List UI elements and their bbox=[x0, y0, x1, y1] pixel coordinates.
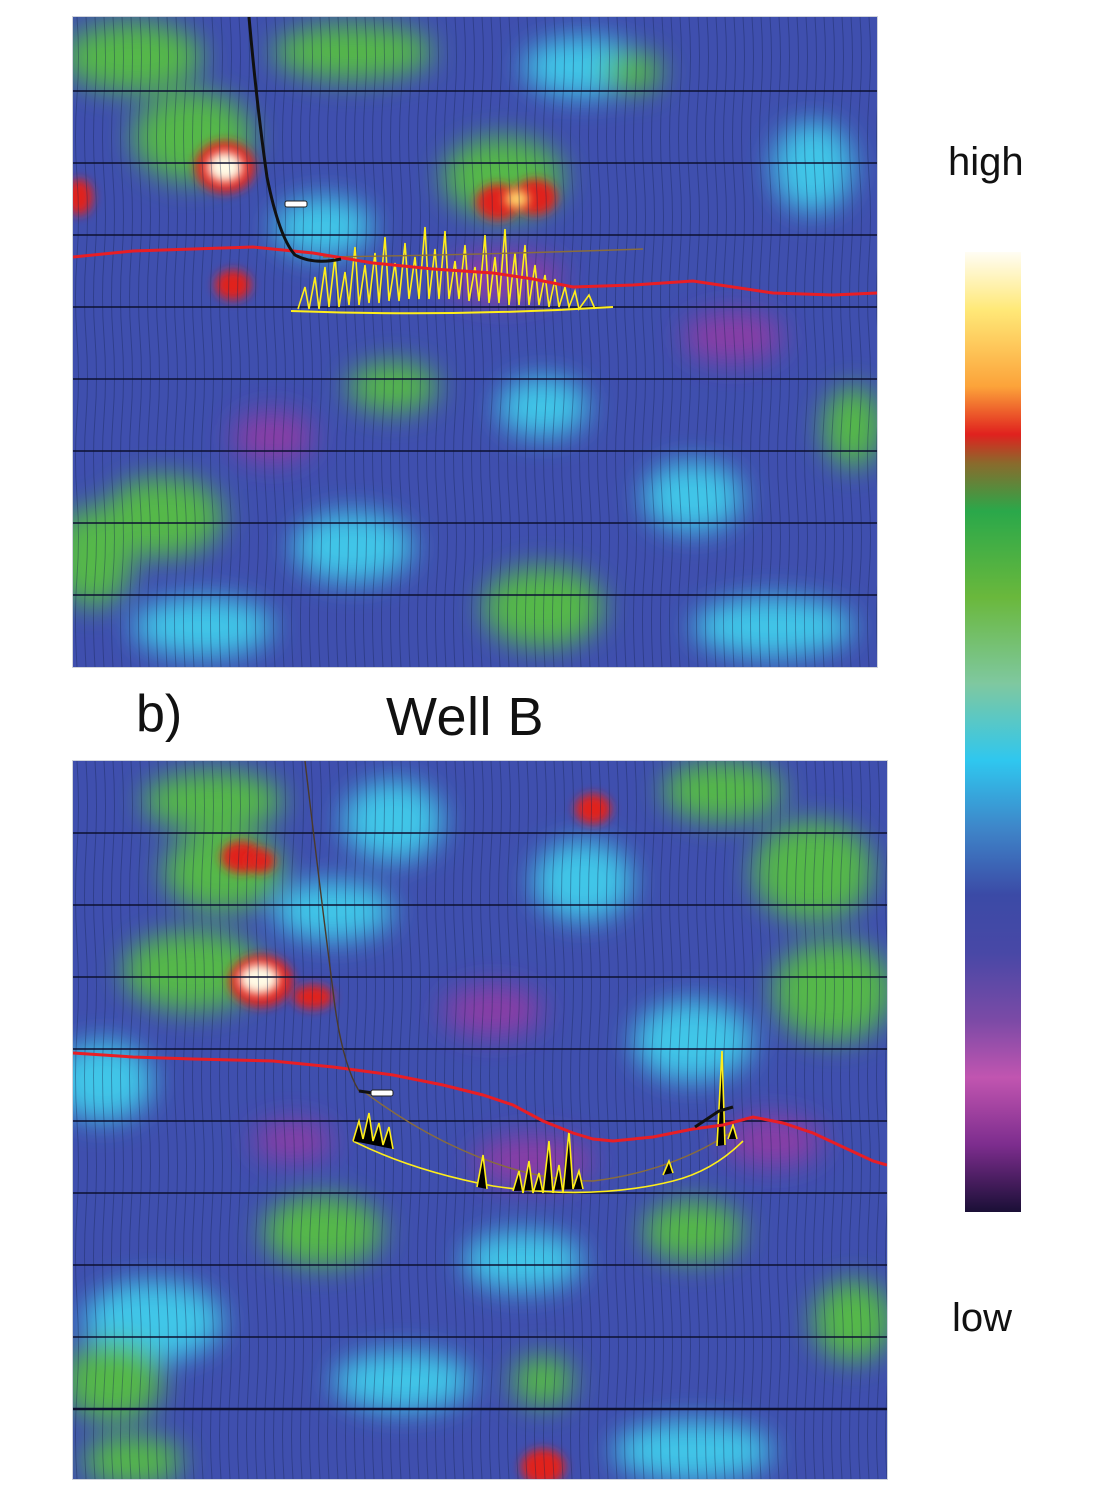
seismic-image-a bbox=[73, 17, 877, 667]
colorbar-low-label: low bbox=[952, 1296, 1013, 1340]
grid-lines-b bbox=[73, 832, 887, 1411]
grid-lines-a bbox=[73, 90, 877, 596]
well-toe-b bbox=[694, 1105, 734, 1129]
microseismic-events-b bbox=[352, 1050, 738, 1194]
event-trend-b bbox=[352, 1140, 744, 1194]
well-path-b bbox=[304, 761, 360, 1092]
panel-b-letter: b) bbox=[136, 685, 183, 743]
panel-b-title: Well B bbox=[386, 687, 545, 747]
horizon-line-b bbox=[73, 1051, 887, 1167]
seismic-section-b bbox=[72, 760, 888, 1480]
horizon-line-a bbox=[73, 245, 877, 297]
well-marker-b bbox=[370, 1089, 394, 1097]
colorbar-high-label: high bbox=[948, 140, 1024, 184]
colorbar-gradient bbox=[965, 252, 1021, 1212]
planned-trajectory-a bbox=[322, 248, 644, 258]
seismic-section-a bbox=[72, 16, 878, 668]
seismic-image-b bbox=[73, 761, 887, 1479]
microseismic-events-a bbox=[290, 226, 614, 315]
well-path-a bbox=[247, 17, 342, 263]
well-marker-a bbox=[284, 200, 308, 208]
